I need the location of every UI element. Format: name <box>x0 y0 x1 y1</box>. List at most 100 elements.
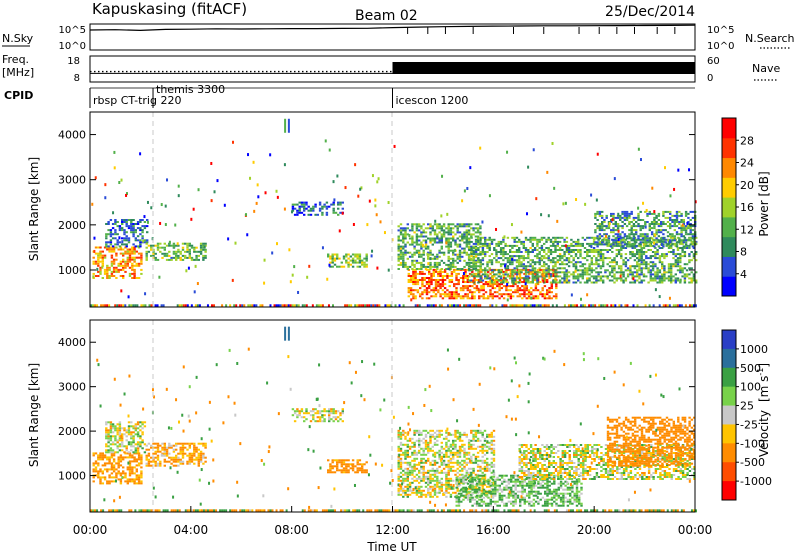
heatmap-cell <box>428 270 431 273</box>
heatmap-cell <box>658 259 662 262</box>
heatmap-cell <box>99 476 102 479</box>
heatmap-cell-floor <box>580 509 583 513</box>
heatmap-cell <box>565 236 569 239</box>
heatmap-cell <box>101 482 104 485</box>
heatmap-cell <box>172 464 176 467</box>
heatmap-cell <box>603 221 606 223</box>
heatmap-cell <box>163 242 166 245</box>
heatmap-cell <box>202 444 205 447</box>
heatmap-cell <box>101 464 104 467</box>
heatmap-cell-sparse <box>570 293 573 297</box>
heatmap-cell <box>422 457 425 460</box>
heatmap-cell <box>420 453 423 456</box>
heatmap-cell <box>137 246 141 249</box>
heatmap-cell <box>655 233 658 236</box>
heatmap-cell <box>345 467 348 470</box>
heatmap-cell <box>588 251 591 253</box>
heatmap-cell <box>509 259 512 262</box>
heatmap-cell <box>412 277 415 279</box>
heatmap-cell <box>140 460 143 463</box>
heatmap-cell <box>106 456 109 459</box>
heatmap-cell <box>172 450 176 453</box>
heatmap-cell <box>674 265 677 268</box>
heatmap-cell <box>172 458 176 461</box>
heatmap-cell-floor <box>450 304 453 308</box>
heatmap-cell <box>140 252 143 255</box>
heatmap-cell <box>579 251 582 253</box>
heatmap-cell <box>531 269 534 272</box>
heatmap-cell-floor <box>190 509 193 513</box>
heatmap-cell <box>399 485 403 488</box>
heatmap-cell <box>154 460 157 463</box>
heatmap-cell-floor <box>366 509 369 513</box>
heatmap-cell <box>336 253 339 256</box>
heatmap-cell <box>145 448 148 451</box>
heatmap-cell-floor <box>432 509 435 513</box>
heatmap-cell <box>397 447 400 450</box>
heatmap-cell <box>111 431 115 434</box>
heatmap-cell <box>130 227 133 230</box>
heatmap-cell <box>117 478 120 481</box>
heatmap-cell <box>574 277 578 280</box>
heatmap-cell <box>649 271 652 274</box>
heatmap-cell <box>449 231 453 234</box>
heatmap-cell <box>103 468 107 471</box>
heatmap-cell <box>489 272 492 275</box>
heatmap-cell <box>101 256 104 259</box>
heatmap-cell <box>536 295 540 298</box>
heatmap-cell <box>595 251 598 253</box>
heatmap-cell <box>116 447 119 450</box>
heatmap-cell <box>594 229 597 232</box>
heatmap-cell <box>489 268 492 271</box>
heatmap-cell-floor <box>130 509 133 513</box>
heatmap-cell <box>579 265 582 268</box>
heatmap-cell <box>502 247 505 249</box>
heatmap-cell <box>438 237 441 240</box>
heatmap-cell <box>474 251 478 253</box>
heatmap-cell <box>119 460 123 463</box>
heatmap-cell <box>645 257 648 260</box>
heatmap-cell <box>538 251 541 253</box>
heatmap-cell <box>125 439 128 442</box>
heatmap-cell <box>181 456 185 459</box>
heatmap-cell-floor <box>104 304 107 308</box>
heatmap-cell <box>689 225 692 228</box>
heatmap-cell <box>402 227 405 230</box>
heatmap-cell <box>662 233 665 236</box>
heatmap-cell <box>114 435 117 438</box>
heatmap-cell-floor <box>565 509 568 513</box>
heatmap-cell-floor <box>432 304 435 308</box>
heatmap-cell <box>406 469 409 472</box>
heatmap-cell <box>118 435 122 438</box>
heatmap-cell <box>115 476 118 479</box>
heatmap-cell <box>399 433 403 436</box>
heatmap-cell <box>415 251 419 254</box>
heatmap-cell-floor <box>648 304 651 308</box>
heatmap-cell-floor <box>485 509 488 513</box>
heatmap-cell <box>123 243 126 246</box>
heatmap-cell <box>502 273 505 276</box>
heatmap-cell <box>186 460 189 463</box>
heatmap-cell <box>489 289 492 292</box>
heatmap-cell <box>108 458 111 461</box>
heatmap-cell <box>625 216 629 219</box>
heatmap-cell <box>561 249 564 251</box>
heatmap-cell <box>538 271 541 274</box>
heatmap-cell <box>577 249 580 251</box>
heatmap-cell <box>612 241 615 244</box>
heatmap-cell <box>596 245 599 248</box>
heatmap-cell <box>204 446 207 449</box>
heatmap-cell <box>678 233 681 236</box>
heatmap-cell <box>193 450 196 453</box>
heatmap-cell <box>529 238 532 241</box>
heatmap-cell <box>667 263 671 266</box>
heatmap-cell <box>538 267 541 270</box>
heatmap-cell <box>672 253 675 256</box>
heatmap-cell <box>499 265 503 268</box>
heatmap-cell <box>473 295 476 298</box>
heatmap-cell <box>531 261 534 264</box>
heatmap-cell <box>499 277 503 280</box>
heatmap-cell <box>110 246 114 249</box>
heatmap-cell <box>479 227 482 230</box>
